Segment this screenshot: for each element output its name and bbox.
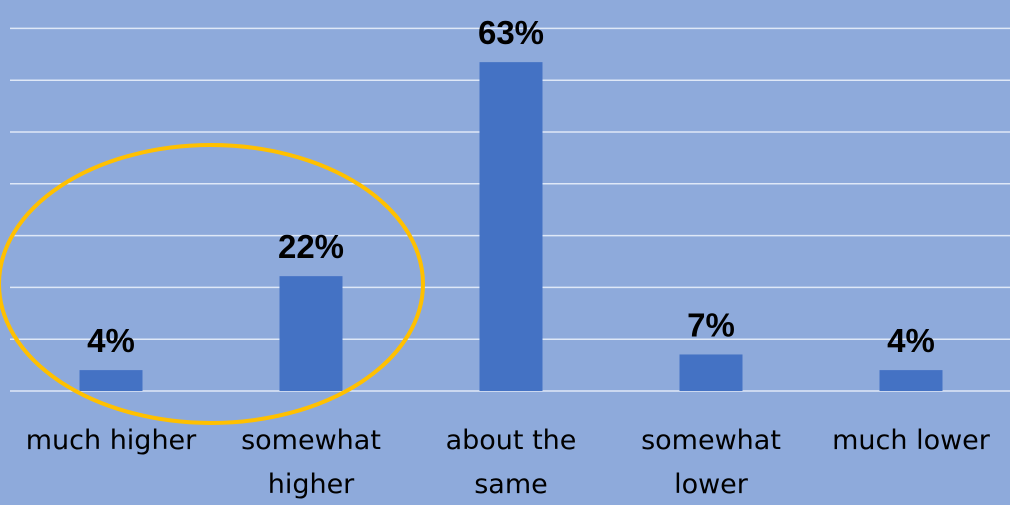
category-label-line: higher xyxy=(268,469,355,500)
bar-value-label: 7% xyxy=(687,306,735,343)
bar-value-label: 63% xyxy=(478,14,544,51)
bar xyxy=(879,370,943,391)
annotations xyxy=(0,143,425,425)
category-label-line: somewhat xyxy=(641,425,781,456)
category-label-line: much lower xyxy=(832,425,991,456)
category-axis-labels: much higher somewhat higher about the same so… xyxy=(26,425,991,500)
highlight-ellipse xyxy=(0,143,425,425)
category-label: much higher xyxy=(26,425,197,456)
bar-value-label: 22% xyxy=(278,228,344,265)
bar xyxy=(79,370,143,391)
category-label: somewhat higher xyxy=(241,425,381,500)
bar xyxy=(279,276,343,391)
category-label-line: same xyxy=(474,469,548,500)
category-label-line: about the xyxy=(446,425,577,456)
category-label-line: lower xyxy=(674,469,749,500)
bar-value-label: 4% xyxy=(887,322,935,359)
category-label: somewhat lower xyxy=(641,425,781,500)
bar xyxy=(479,62,543,391)
category-label-line: much higher xyxy=(26,425,197,456)
data-labels: 4% 22% 63% 7% 4% xyxy=(87,14,935,359)
bar xyxy=(679,354,743,391)
bars xyxy=(79,62,943,391)
bar-value-label: 4% xyxy=(87,322,135,359)
category-label: much lower xyxy=(832,425,991,456)
category-label: about the same xyxy=(446,425,577,500)
category-label-line: somewhat xyxy=(241,425,381,456)
